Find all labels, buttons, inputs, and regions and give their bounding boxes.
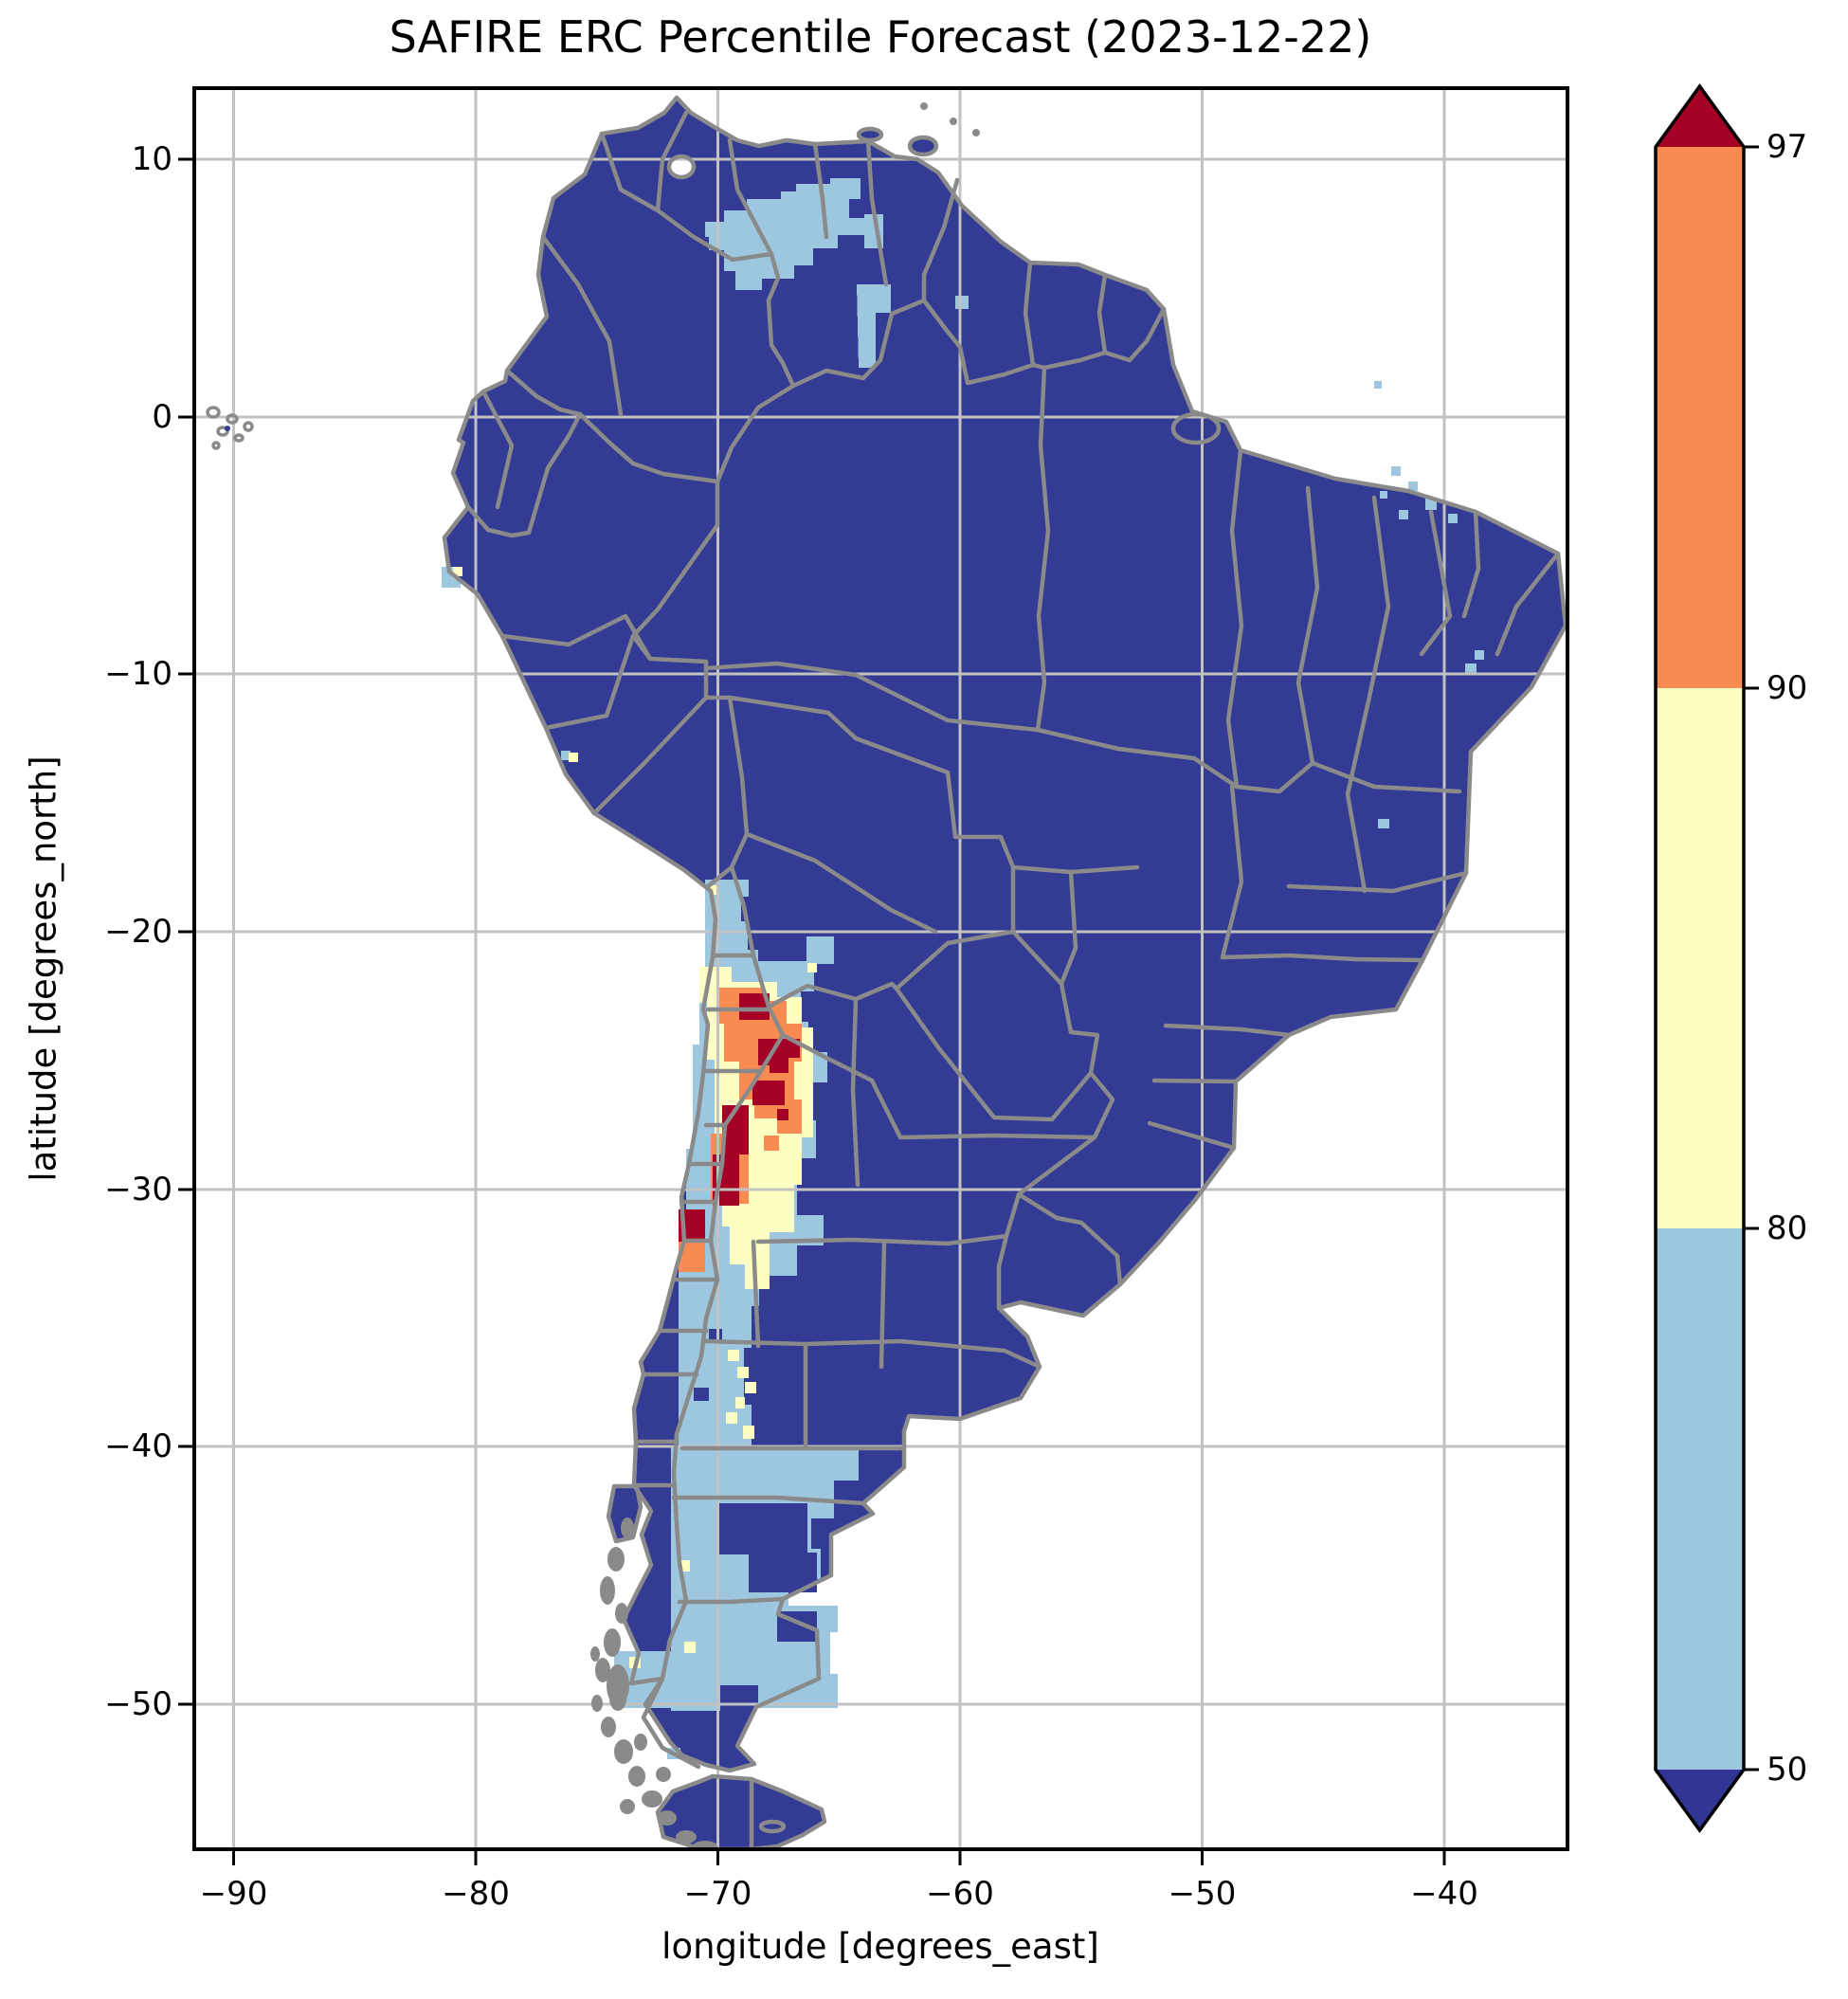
x-tick-label: −80 [442,1875,510,1913]
colorbar-ticks [1744,145,1759,1772]
x-axis-label: longitude [degrees_east] [661,1926,1099,1967]
y-axis-label: latitude [degrees_north] [23,755,64,1182]
colorbar-segment-50-80 [1656,1228,1744,1770]
galapagos-islands [206,406,254,450]
y-tick-label: −50 [104,1685,172,1723]
plot-title: SAFIRE ERC Percentile Forecast (2023-12-… [389,11,1372,63]
y-tick-label: −30 [104,1171,172,1208]
y-tick-label: 0 [152,398,172,436]
colorbar-tick-label: 90 [1766,669,1808,707]
x-tick-label: −60 [926,1875,994,1913]
y-tick-label: 10 [131,140,172,178]
axis-ticks [178,157,1446,1865]
colorbar-extend-under [1656,1770,1744,1830]
y-tick-label: −10 [104,655,172,693]
y-tick-label: −20 [104,913,172,951]
erc-raster-under-50-holes [694,1329,817,1642]
colorbar-tick-label: 80 [1766,1209,1808,1247]
colorbar [1654,83,1759,1833]
admin-boundaries [465,110,1561,1849]
colorbar-extend-over [1656,86,1744,147]
y-tick-label: −40 [104,1427,172,1465]
x-tick-label: −50 [1168,1875,1237,1913]
colorbar-tick-label: 50 [1766,1751,1808,1789]
x-tick-label: −90 [199,1875,268,1913]
graticule [194,88,1567,1849]
colorbar-segment-90-97 [1656,147,1744,688]
x-tick-label: −40 [1410,1875,1478,1913]
plot-frame [192,86,1569,1851]
colorbar-segment-80-90 [1656,688,1744,1228]
archipelago-islands [590,102,980,1849]
x-tick-label: −70 [683,1875,752,1913]
colorbar-tick-label: 97 [1766,128,1808,166]
